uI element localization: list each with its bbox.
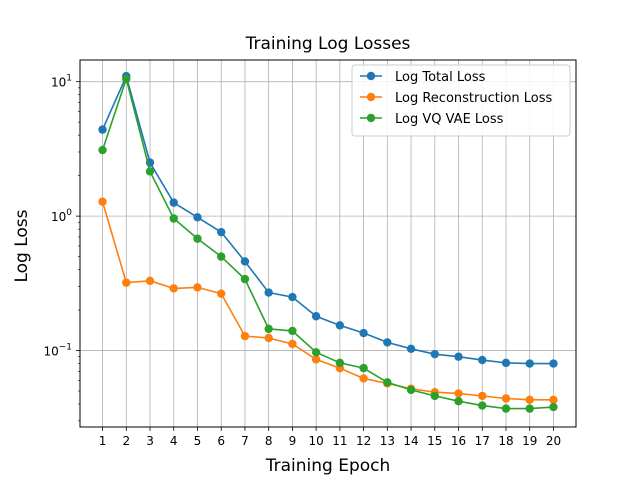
data-point (359, 328, 368, 338)
data-point (264, 324, 273, 334)
data-point (193, 213, 202, 222)
legend: Log Total Loss Log Reconstruction Loss Log… (351, 64, 571, 137)
data-point (288, 292, 297, 302)
data-point (478, 401, 487, 410)
data-point (430, 349, 439, 359)
data-point (311, 312, 321, 321)
x-tick-label: 15 (427, 434, 442, 448)
x-tick-label: 14 (403, 434, 418, 448)
data-point (217, 289, 226, 298)
data-point (478, 391, 487, 401)
data-point (383, 378, 392, 387)
x-tick-label: 8 (265, 434, 273, 448)
x-tick-label: 18 (498, 434, 513, 448)
legend-label: Log Total Loss (395, 70, 486, 85)
data-point (98, 125, 107, 134)
data-point (145, 276, 155, 286)
x-tick-label: 10 (308, 434, 323, 448)
data-point (549, 359, 558, 368)
legend-item: Log Reconstruction Loss (360, 91, 553, 106)
x-tick-label: 17 (475, 434, 490, 448)
data-point (406, 385, 416, 395)
data-point (525, 404, 534, 413)
x-axis-ticks: 1 2 3 4 5 6 7 8 9 10 11 12 13 14 15 16 17 18 19 20 (99, 427, 561, 448)
data-point (169, 284, 178, 293)
data-point (169, 198, 178, 207)
data-point (240, 274, 250, 284)
data-point (240, 257, 250, 266)
series-1 (98, 71, 558, 368)
data-point (383, 338, 392, 347)
data-point (264, 288, 273, 297)
x-tick-label: 13 (380, 434, 395, 448)
data-point (454, 352, 463, 361)
x-tick-label: 11 (332, 434, 347, 448)
x-tick-label: 3 (146, 434, 154, 448)
x-tick-label: 4 (170, 434, 178, 448)
data-point (335, 358, 345, 368)
data-point (122, 74, 131, 84)
legend-box (351, 64, 571, 137)
data-point (359, 363, 368, 373)
x-tick-label: 1 (99, 434, 107, 448)
data-point (406, 344, 416, 354)
data-point (193, 283, 202, 292)
data-point (122, 278, 131, 287)
data-point (311, 348, 321, 357)
x-tick-label: 20 (546, 434, 561, 448)
data-point (501, 404, 511, 413)
x-tick-label: 12 (356, 434, 371, 448)
legend-item: Log VQ VAE Loss (360, 112, 504, 127)
data-point (145, 167, 155, 176)
y-axis-title: Log Loss (12, 209, 32, 282)
data-point (335, 321, 345, 330)
legend-label: Log Reconstruction Loss (395, 91, 553, 106)
data-point (169, 214, 178, 223)
x-tick-label: 9 (289, 434, 297, 448)
data-point (549, 395, 558, 405)
data-point (311, 355, 321, 364)
data-point (98, 145, 107, 155)
data-point (240, 331, 250, 341)
x-tick-label: 16 (451, 434, 466, 448)
legend-marker (366, 71, 376, 81)
data-point (525, 359, 534, 368)
legend-item: Log Total Loss (360, 70, 486, 85)
x-tick-label: 2 (122, 434, 130, 448)
data-point (478, 355, 487, 365)
data-point (359, 374, 368, 383)
data-point (525, 395, 534, 405)
x-tick-label: 7 (241, 434, 249, 448)
data-point (288, 339, 297, 349)
x-axis-title: Training Epoch (265, 456, 391, 476)
data-point (217, 252, 226, 261)
data-point (193, 234, 202, 243)
plot-frame (79, 59, 577, 428)
series-layer (98, 71, 558, 413)
data-point (549, 402, 558, 412)
data-point (264, 333, 273, 343)
data-point (501, 358, 511, 368)
data-point (217, 227, 226, 237)
data-point (98, 197, 107, 206)
series-3 (98, 74, 558, 413)
data-point (454, 397, 463, 406)
data-point (454, 389, 463, 398)
chart-title: Training Log Losses (245, 34, 411, 54)
legend-marker (366, 92, 376, 102)
x-tick-label: 19 (522, 434, 537, 448)
data-point (288, 326, 297, 336)
x-tick-label: 5 (194, 434, 202, 448)
legend-marker (366, 113, 376, 123)
legend-label: Log VQ VAE Loss (395, 112, 504, 127)
data-point (501, 394, 511, 403)
data-point (430, 391, 439, 401)
x-tick-label: 6 (217, 434, 225, 448)
